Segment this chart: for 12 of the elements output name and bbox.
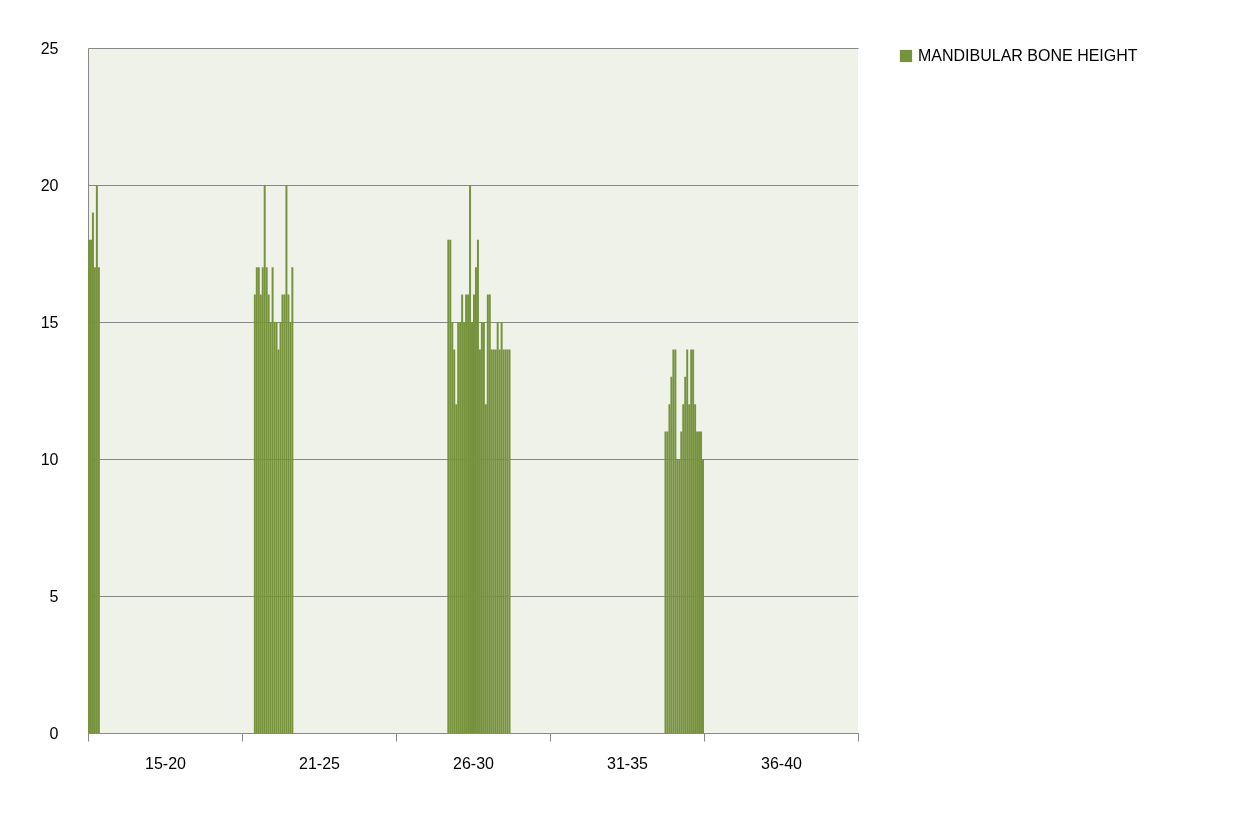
- legend-label: MANDIBULAR BONE HEIGHT: [918, 47, 1138, 64]
- y-tick-label: 15: [40, 313, 59, 331]
- x-tick-label: 15-20: [145, 754, 187, 772]
- y-tick-label: 0: [49, 724, 59, 742]
- y-tick-label: 5: [49, 587, 59, 605]
- x-tick-label: 36-40: [761, 754, 803, 772]
- x-tick-label: 26-30: [453, 754, 495, 772]
- x-tick-label: 31-35: [607, 754, 649, 772]
- y-tick-label: 25: [40, 39, 59, 57]
- y-tick-label: 20: [40, 176, 59, 194]
- x-tick-label: 21-25: [299, 754, 341, 772]
- y-tick-label: 10: [40, 450, 59, 468]
